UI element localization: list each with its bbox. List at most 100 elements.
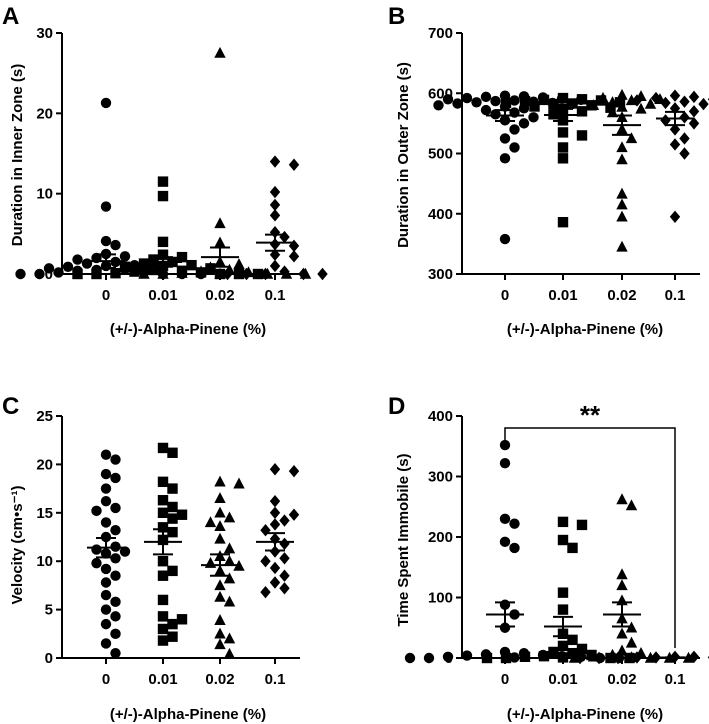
x-tick-label: 0.02 bbox=[607, 671, 636, 688]
data-point bbox=[499, 439, 511, 451]
data-point bbox=[15, 268, 26, 280]
data-point bbox=[260, 267, 271, 281]
data-point bbox=[625, 132, 638, 144]
data-point bbox=[587, 99, 600, 110]
data-point bbox=[214, 506, 226, 518]
panel-letter: B bbox=[388, 3, 405, 30]
data-point bbox=[53, 267, 64, 278]
data-point bbox=[557, 652, 569, 663]
data-point bbox=[214, 46, 226, 58]
data-point bbox=[461, 650, 473, 661]
data-point bbox=[260, 524, 271, 537]
data-point bbox=[593, 651, 605, 665]
data-point bbox=[644, 97, 657, 109]
data-point bbox=[557, 127, 569, 138]
data-point bbox=[509, 652, 520, 663]
data-point bbox=[157, 556, 169, 567]
data-point bbox=[423, 652, 435, 664]
data-point bbox=[557, 534, 569, 546]
data-point bbox=[110, 628, 121, 639]
data-point bbox=[616, 240, 628, 252]
data-point bbox=[214, 475, 226, 487]
data-point bbox=[269, 185, 281, 199]
data-point bbox=[157, 236, 169, 248]
data-point bbox=[157, 476, 169, 488]
data-point bbox=[119, 261, 131, 272]
data-point bbox=[669, 89, 681, 102]
panel-letter: C bbox=[2, 393, 19, 420]
data-point bbox=[557, 216, 569, 228]
data-point bbox=[688, 105, 700, 118]
data-point bbox=[157, 176, 169, 187]
data-point bbox=[167, 447, 178, 458]
data-point bbox=[529, 101, 540, 112]
data-point bbox=[557, 640, 569, 652]
data-point bbox=[567, 98, 578, 109]
data-point bbox=[223, 555, 236, 566]
panel-c: C Velocity (cm•s⁻¹) (+/-)-Alpha-Pinene (… bbox=[2, 393, 300, 723]
data-point bbox=[288, 464, 300, 478]
data-point bbox=[471, 97, 482, 108]
data-point bbox=[567, 647, 578, 659]
data-point bbox=[81, 258, 93, 269]
significance-bracket bbox=[504, 427, 676, 648]
data-point bbox=[157, 623, 169, 635]
data-point bbox=[157, 507, 169, 518]
data-point bbox=[480, 104, 492, 116]
data-point bbox=[72, 254, 83, 265]
data-point bbox=[214, 627, 226, 639]
y-tick-label: 300 bbox=[428, 266, 453, 283]
data-point bbox=[679, 132, 690, 145]
data-point bbox=[698, 97, 709, 111]
data-point bbox=[269, 198, 281, 212]
data-point bbox=[100, 449, 112, 460]
data-point bbox=[176, 614, 188, 625]
x-axis-title: (+/-)-Alpha-Pinene (%) bbox=[507, 706, 663, 723]
data-point bbox=[157, 442, 169, 454]
panel-d: D Time Spent Immobile (s) (+/-)-Alpha-Pi… bbox=[388, 393, 709, 723]
data-point bbox=[509, 124, 520, 135]
data-point bbox=[557, 516, 569, 528]
y-axis-title: Velocity (cm•s⁻¹) bbox=[9, 485, 26, 604]
data-point bbox=[269, 518, 281, 531]
data-point bbox=[167, 565, 178, 577]
data-point bbox=[557, 153, 569, 164]
data-point bbox=[214, 492, 226, 503]
data-point bbox=[100, 517, 112, 528]
data-point bbox=[167, 526, 178, 538]
data-point bbox=[616, 100, 628, 112]
data-point bbox=[119, 546, 131, 557]
data-point bbox=[557, 604, 569, 615]
data-point bbox=[100, 604, 112, 615]
x-tick-label: 0.01 bbox=[148, 287, 177, 304]
data-point bbox=[186, 259, 197, 271]
x-tick-label: 0.01 bbox=[548, 671, 577, 688]
data-point bbox=[110, 472, 121, 484]
y-tick-label: 400 bbox=[428, 408, 453, 425]
data-point bbox=[100, 638, 112, 649]
data-point bbox=[214, 236, 226, 248]
data-point bbox=[148, 254, 159, 265]
data-point bbox=[669, 123, 681, 136]
y-tick-label: 400 bbox=[428, 206, 453, 223]
data-point bbox=[110, 570, 121, 581]
x-axis-title: (+/-)-Alpha-Pinene (%) bbox=[507, 321, 663, 338]
x-axis-title: (+/-)-Alpha-Pinene (%) bbox=[110, 706, 266, 723]
data-point bbox=[499, 153, 511, 164]
x-tick-label: 0.1 bbox=[265, 287, 286, 304]
data-point bbox=[616, 627, 628, 639]
data-point bbox=[317, 267, 328, 281]
data-point bbox=[616, 644, 628, 656]
data-point bbox=[557, 587, 569, 598]
data-point bbox=[138, 258, 150, 269]
data-point bbox=[288, 239, 300, 253]
x-tick-label: 0 bbox=[501, 671, 509, 688]
data-point bbox=[518, 118, 530, 129]
data-point bbox=[176, 266, 188, 278]
data-point bbox=[635, 102, 647, 114]
data-point bbox=[110, 611, 121, 622]
y-tick-label: 20 bbox=[36, 456, 53, 473]
x-axis-title: (+/-)-Alpha-Pinene (%) bbox=[110, 321, 266, 338]
data-point bbox=[576, 106, 588, 117]
data-point bbox=[519, 651, 531, 662]
